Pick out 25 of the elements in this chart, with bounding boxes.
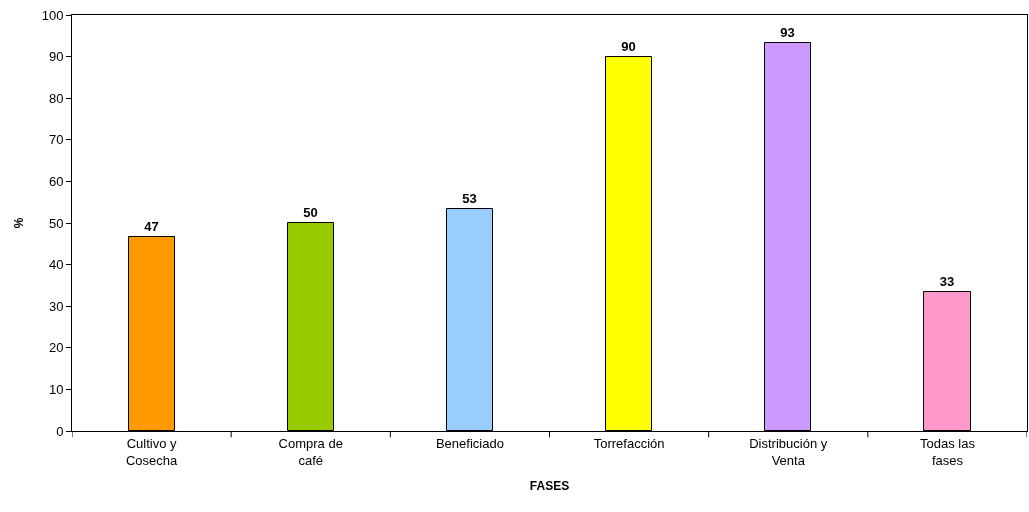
y-tick-label: 100 (41, 7, 64, 23)
x-tick-label: Cultivo y Cosecha (125, 435, 178, 468)
y-tick-label: 0 (56, 423, 64, 439)
x-axis-title: FASES (529, 479, 570, 494)
y-tick-label: 20 (48, 340, 64, 356)
y-tick-label: 70 (48, 132, 64, 148)
data-label: 47 (144, 218, 159, 234)
data-label: 50 (303, 204, 318, 220)
y-tick-label: 10 (48, 381, 64, 397)
data-label: 53 (462, 190, 477, 206)
data-label: 93 (780, 24, 795, 40)
data-label: 90 (621, 38, 636, 54)
y-tick-label: 50 (48, 215, 64, 231)
data-label: 33 (939, 273, 955, 289)
x-tick-label: Todas las fases (919, 435, 976, 468)
y-tick-label: 40 (48, 257, 64, 273)
x-tick-label: Beneficiado (435, 435, 504, 451)
x-tick-label: Compra de café (278, 435, 343, 468)
y-axis-title: % (12, 217, 26, 229)
x-tick-label: Torrefacción (593, 435, 665, 451)
y-tick-label: 60 (48, 173, 64, 189)
y-tick-label: 90 (48, 49, 64, 65)
y-tick-label: 30 (48, 298, 64, 314)
y-tick-label: 80 (48, 90, 64, 106)
x-tick-label: Distribución y Venta (749, 435, 828, 468)
